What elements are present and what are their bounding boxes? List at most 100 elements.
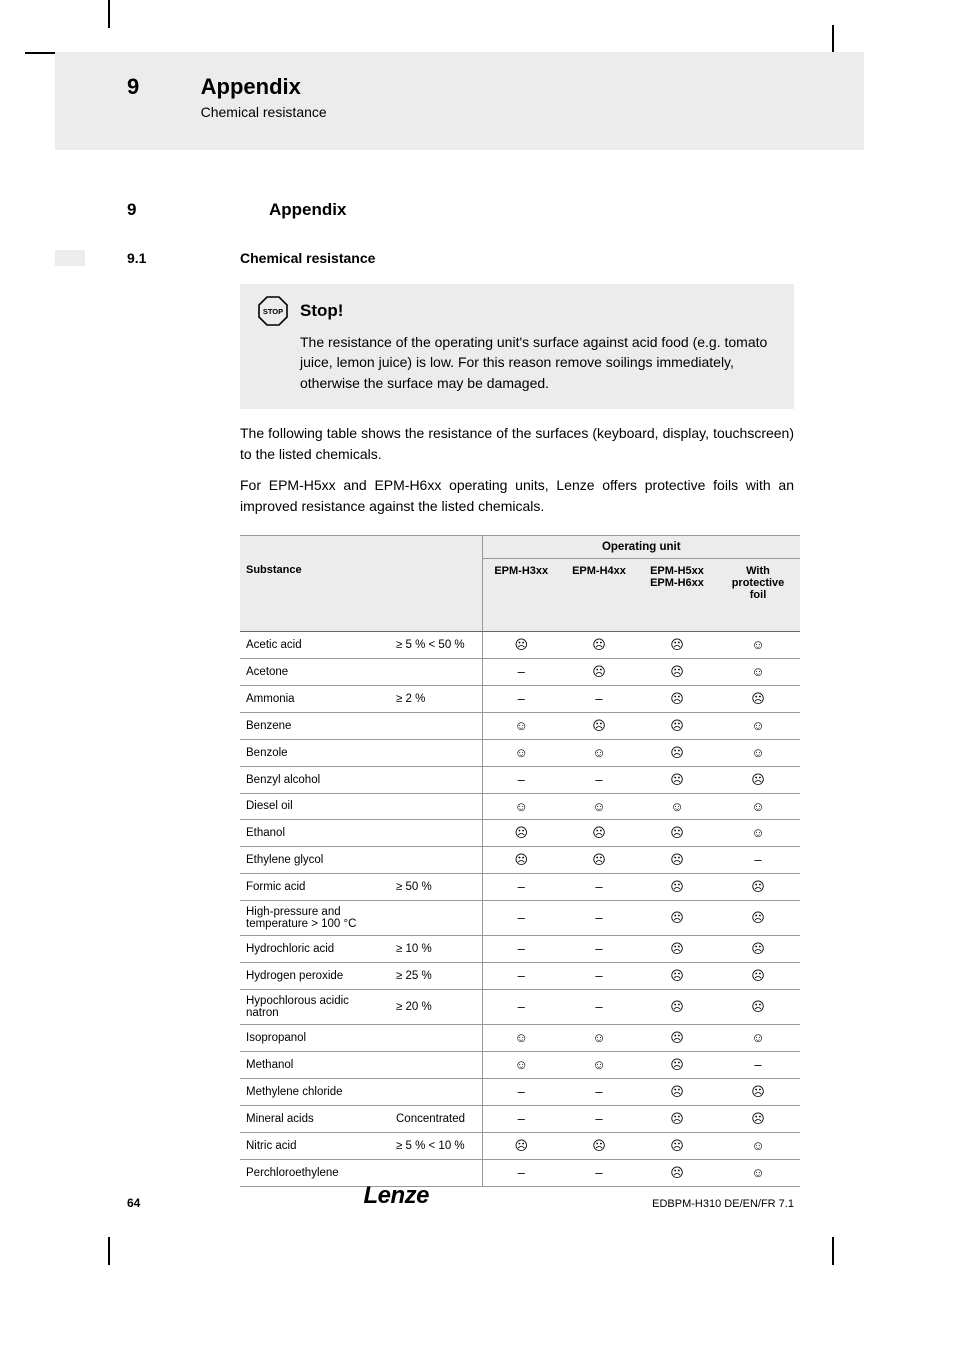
chemical-resistance-table: Operating unit Substance EPM-H3xx EPM-H4… <box>240 535 800 1187</box>
table-row: Isopropanol☺☺☹☺ <box>240 1024 800 1051</box>
body-paragraph: The following table shows the resistance… <box>240 423 794 465</box>
cell-condition: ≥ 5 % < 10 % <box>390 1132 482 1159</box>
paragraph-block: The following table shows the resistance… <box>127 423 794 517</box>
cell-rating: ☹ <box>560 846 638 873</box>
cell-rating: ☺ <box>716 1024 800 1051</box>
crop-mark <box>108 0 110 28</box>
cell-substance: Benzyl alcohol <box>240 766 390 793</box>
table-row: Diesel oil☺☺☺☺ <box>240 793 800 819</box>
cell-rating: – <box>482 766 560 793</box>
cell-rating: ☹ <box>638 900 716 935</box>
cell-rating: – <box>482 900 560 935</box>
table-row: Ammonia≥ 2 %––☹☹ <box>240 685 800 712</box>
cell-substance: Acetic acid <box>240 631 390 658</box>
cell-condition <box>390 793 482 819</box>
cell-rating: ☹ <box>716 900 800 935</box>
table-row: Hypochlorous acidic natron≥ 20 %––☹☹ <box>240 989 800 1024</box>
subsection-number: 9.1 <box>127 250 240 266</box>
cell-condition <box>390 846 482 873</box>
cell-substance: Ethylene glycol <box>240 846 390 873</box>
cell-rating: – <box>482 1105 560 1132</box>
cell-substance: Diesel oil <box>240 793 390 819</box>
stop-icon-text: STOP <box>263 307 283 316</box>
cell-rating: ☹ <box>638 1132 716 1159</box>
table-row: Benzene☺☹☹☺ <box>240 712 800 739</box>
cell-substance: Hydrochloric acid <box>240 935 390 962</box>
cell-substance: Mineral acids <box>240 1105 390 1132</box>
document-id: EDBPM-H310 DE/EN/FR 7.1 <box>652 1198 794 1210</box>
table-row: High-pressure and temperature > 100 °C––… <box>240 900 800 935</box>
cell-condition <box>390 900 482 935</box>
cell-rating: – <box>560 935 638 962</box>
cell-rating: ☺ <box>716 712 800 739</box>
cell-rating: – <box>482 685 560 712</box>
section-title: Appendix <box>269 200 346 220</box>
cell-condition <box>390 739 482 766</box>
cell-substance: Isopropanol <box>240 1024 390 1051</box>
cell-substance: Hydrogen peroxide <box>240 962 390 989</box>
cell-rating: ☹ <box>716 989 800 1024</box>
cell-substance: Hypochlorous acidic natron <box>240 989 390 1024</box>
cell-condition <box>390 766 482 793</box>
table-row: Nitric acid≥ 5 % < 10 %☹☹☹☺ <box>240 1132 800 1159</box>
cell-rating: – <box>560 685 638 712</box>
col-epm-h4xx: EPM-H4xx <box>560 558 638 631</box>
cell-rating: ☹ <box>638 739 716 766</box>
cell-rating: – <box>560 1105 638 1132</box>
cell-substance: Benzene <box>240 712 390 739</box>
cell-rating: – <box>482 962 560 989</box>
cell-substance: Ammonia <box>240 685 390 712</box>
section-number: 9 <box>127 200 269 220</box>
cell-rating: ☹ <box>638 935 716 962</box>
table-row: Formic acid≥ 50 %––☹☹ <box>240 873 800 900</box>
cell-rating: ☹ <box>638 685 716 712</box>
table-row: Benzole☺☺☹☺ <box>240 739 800 766</box>
cell-rating: ☺ <box>482 712 560 739</box>
col-epm-h5xx-h6xx: EPM-H5xxEPM-H6xx <box>638 558 716 631</box>
crop-mark <box>832 1237 834 1265</box>
cell-rating: ☹ <box>638 989 716 1024</box>
cell-rating: ☹ <box>638 1078 716 1105</box>
page-content: 9 Appendix 9.1 Chemical resistance STOP … <box>127 200 794 1187</box>
cell-rating: – <box>716 846 800 873</box>
subsection-heading: 9.1 Chemical resistance <box>127 250 794 266</box>
col-substance: Substance <box>240 558 390 631</box>
col-epm-h3xx: EPM-H3xx <box>482 558 560 631</box>
cell-condition: ≥ 5 % < 50 % <box>390 631 482 658</box>
table-row: Methanol☺☺☹– <box>240 1051 800 1078</box>
cell-rating: ☹ <box>638 846 716 873</box>
cell-rating: ☺ <box>638 793 716 819</box>
cell-rating: – <box>482 989 560 1024</box>
cell-rating: ☺ <box>716 739 800 766</box>
cell-rating: ☹ <box>638 712 716 739</box>
cell-rating: – <box>482 1078 560 1105</box>
table-row: Mineral acidsConcentrated––☹☹ <box>240 1105 800 1132</box>
chapter-header-band: 9 Appendix Chemical resistance <box>55 52 864 150</box>
cell-rating: ☺ <box>560 1024 638 1051</box>
callout-body: The resistance of the operating unit's s… <box>300 332 778 393</box>
cell-condition: ≥ 20 % <box>390 989 482 1024</box>
cell-rating: ☹ <box>638 873 716 900</box>
cell-rating: ☺ <box>716 819 800 846</box>
cell-rating: ☺ <box>482 1024 560 1051</box>
cell-rating: ☹ <box>716 935 800 962</box>
cell-rating: – <box>716 1051 800 1078</box>
cell-rating: ☺ <box>482 1051 560 1078</box>
table-row: Hydrogen peroxide≥ 25 %––☹☹ <box>240 962 800 989</box>
cell-condition: ≥ 50 % <box>390 873 482 900</box>
cell-rating: ☹ <box>638 631 716 658</box>
cell-substance: Methylene chloride <box>240 1078 390 1105</box>
cell-condition <box>390 1078 482 1105</box>
table-row: Ethylene glycol☹☹☹– <box>240 846 800 873</box>
cell-rating: ☹ <box>560 819 638 846</box>
col-condition <box>390 558 482 631</box>
cell-rating: ☹ <box>638 962 716 989</box>
cell-rating: – <box>482 658 560 685</box>
cell-rating: ☺ <box>560 1051 638 1078</box>
cell-rating: – <box>560 989 638 1024</box>
cell-rating: – <box>560 962 638 989</box>
chapter-subtitle: Chemical resistance <box>201 104 327 120</box>
cell-rating: – <box>560 900 638 935</box>
cell-substance: Ethanol <box>240 819 390 846</box>
cell-rating: ☹ <box>560 712 638 739</box>
